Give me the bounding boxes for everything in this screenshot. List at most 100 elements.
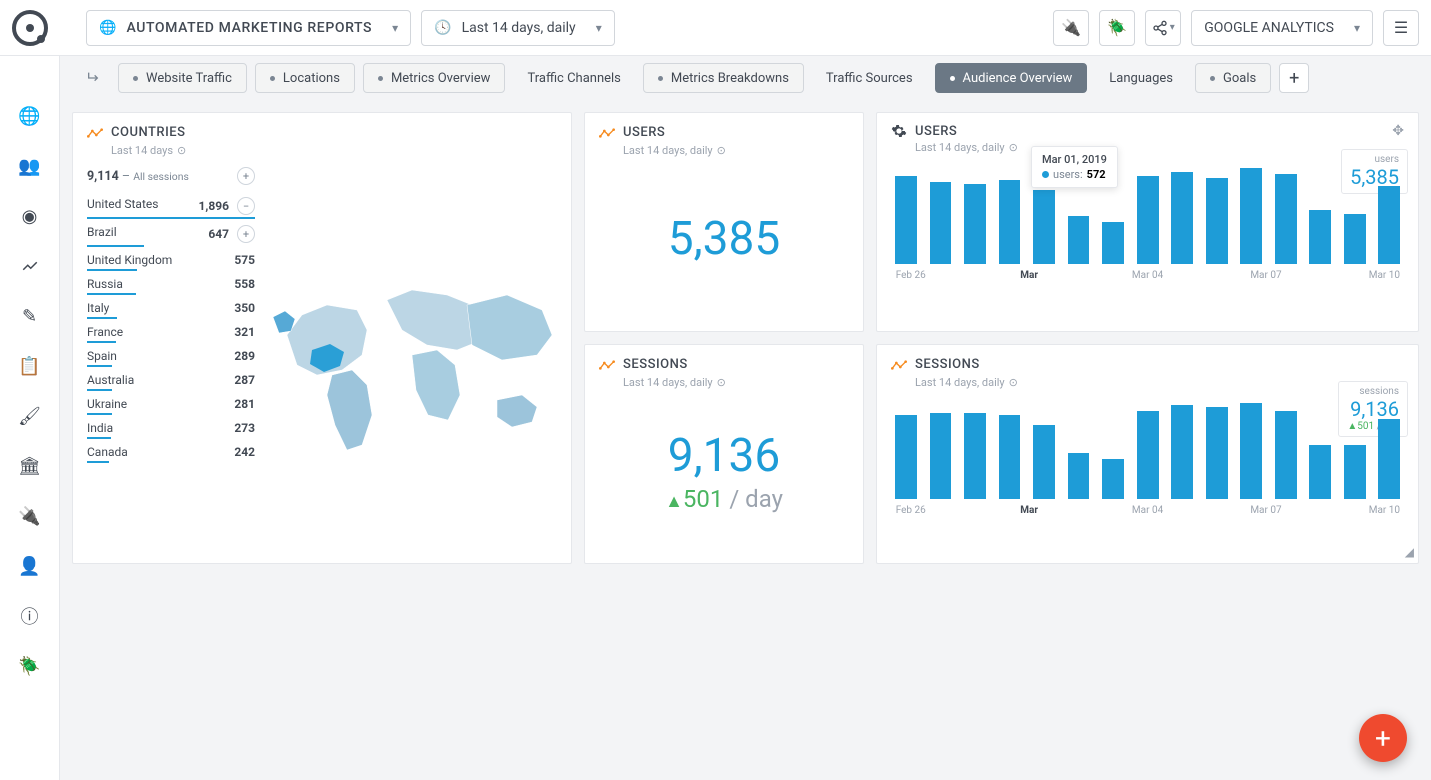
sidebar-bug-icon[interactable]: 🪲 <box>18 654 42 678</box>
bar[interactable] <box>1068 216 1090 264</box>
bar[interactable] <box>964 413 986 499</box>
bar[interactable] <box>1378 186 1400 264</box>
plug-button[interactable]: 🔌 <box>1053 10 1089 46</box>
country-row[interactable]: Canada242 <box>87 439 255 463</box>
sidebar-user-icon[interactable]: 👤 <box>18 554 42 578</box>
tab-languages[interactable]: Languages <box>1095 63 1187 93</box>
globe-icon: 🌐 <box>99 20 116 36</box>
users-big-title: USERS <box>623 125 665 140</box>
top-bar: 🌐 AUTOMATED MARKETING REPORTS ▾ 🕓 Last 1… <box>0 0 1431 56</box>
bar[interactable] <box>1309 445 1331 499</box>
sidebar-clipboard-icon[interactable]: 📋 <box>18 354 42 378</box>
country-row[interactable]: Italy350 <box>87 295 255 319</box>
sidebar-plug-icon[interactable]: 🔌 <box>18 504 42 528</box>
sidebar-users-icon[interactable]: 👥 <box>18 154 42 178</box>
report-selector[interactable]: 🌐 AUTOMATED MARKETING REPORTS ▾ <box>86 10 411 46</box>
resize-handle[interactable]: ◢ <box>1405 545 1414 559</box>
bar[interactable] <box>999 180 1021 264</box>
bar[interactable] <box>1206 407 1228 499</box>
bar[interactable] <box>1240 168 1262 264</box>
tab-traffic-sources[interactable]: Traffic Sources <box>812 63 927 93</box>
sidebar-bank-icon[interactable]: 🏛 <box>18 454 42 478</box>
tab-metrics-breakdowns[interactable]: Metrics Breakdowns <box>643 63 804 93</box>
country-row[interactable]: United Kingdom575 <box>87 247 255 271</box>
sidebar-pencil-icon[interactable]: ✎ <box>18 304 42 328</box>
add-button[interactable]: + <box>237 225 255 243</box>
countries-card: COUNTRIES Last 14 days⊙ 9,114 – All sess… <box>72 112 572 564</box>
sidebar-orbit-icon[interactable]: ◉ <box>18 204 42 228</box>
card-chart-icon <box>599 355 615 374</box>
country-row[interactable]: Spain289 <box>87 343 255 367</box>
bar[interactable] <box>1102 222 1124 264</box>
world-map[interactable] <box>267 167 557 553</box>
users-chart-card: USERS ✥ Last 14 days, daily⊙ users 5,385… <box>876 112 1419 332</box>
chevron-down-icon: ▾ <box>392 21 398 35</box>
sidebar: 🌐 👥 ◉ ✎ 📋 🖌 🏛 🔌 👤 ⓘ 🪲 <box>0 56 60 780</box>
sessions-big-value: 9,136 <box>668 429 780 483</box>
bar[interactable] <box>930 182 952 264</box>
remove-button[interactable]: − <box>237 197 255 215</box>
move-icon[interactable]: ✥ <box>1392 123 1404 139</box>
card-chart-icon <box>891 355 907 374</box>
bar[interactable] <box>895 415 917 499</box>
country-list: 9,114 – All sessions + United States1,89… <box>87 167 255 553</box>
datasource-label: GOOGLE ANALYTICS <box>1204 20 1334 36</box>
subflow-icon <box>82 66 106 90</box>
bar[interactable] <box>1068 453 1090 499</box>
bar[interactable] <box>1240 403 1262 499</box>
add-tab-button[interactable]: + <box>1279 63 1309 93</box>
bar[interactable] <box>999 415 1021 499</box>
bar[interactable] <box>1344 214 1366 264</box>
bar[interactable] <box>1102 459 1124 499</box>
menu-button[interactable]: ☰ <box>1383 10 1419 46</box>
tab-metrics-overview[interactable]: Metrics Overview <box>363 63 506 93</box>
app-logo[interactable] <box>12 10 48 46</box>
chevron-down-icon: ▾ <box>596 21 602 35</box>
country-row[interactable]: Brazil647+ <box>87 219 255 247</box>
bar[interactable] <box>1344 445 1366 499</box>
bar[interactable] <box>1275 411 1297 499</box>
country-row[interactable]: Russia558 <box>87 271 255 295</box>
tab-audience-overview[interactable]: Audience Overview <box>935 63 1088 93</box>
gear-icon[interactable] <box>891 123 907 139</box>
sessions-big-title: SESSIONS <box>623 357 688 372</box>
bug-button[interactable]: 🪲 <box>1099 10 1135 46</box>
bar[interactable] <box>1033 190 1055 264</box>
sidebar-brush-icon[interactable]: 🖌 <box>18 404 42 428</box>
bar[interactable] <box>1137 411 1159 499</box>
bar[interactable] <box>1171 405 1193 499</box>
bar[interactable] <box>1137 176 1159 264</box>
tab-locations[interactable]: Locations <box>255 63 355 93</box>
date-range-selector[interactable]: 🕓 Last 14 days, daily ▾ <box>421 10 615 46</box>
country-row[interactable]: Australia287 <box>87 367 255 391</box>
sidebar-globe-icon[interactable]: 🌐 <box>18 104 42 128</box>
report-name: AUTOMATED MARKETING REPORTS <box>126 20 372 36</box>
share-button[interactable]: ▾ <box>1145 10 1181 46</box>
bar[interactable] <box>895 176 917 264</box>
tabs-row: Website Traffic Locations Metrics Overview… <box>0 56 1431 100</box>
country-row[interactable]: Ukraine281 <box>87 391 255 415</box>
bar[interactable] <box>1171 172 1193 264</box>
add-widget-fab[interactable]: + <box>1359 714 1407 762</box>
bar[interactable] <box>1206 178 1228 264</box>
tab-website-traffic[interactable]: Website Traffic <box>118 63 247 93</box>
country-row[interactable]: India273 <box>87 415 255 439</box>
tab-traffic-channels[interactable]: Traffic Channels <box>513 63 634 93</box>
country-row[interactable]: France321 <box>87 319 255 343</box>
bar[interactable] <box>930 413 952 499</box>
clock-icon: 🕓 <box>434 20 451 36</box>
bar[interactable] <box>1378 419 1400 499</box>
datasource-selector[interactable]: GOOGLE ANALYTICS ▾ <box>1191 10 1373 46</box>
add-segment-button[interactable]: + <box>237 167 255 185</box>
country-row[interactable]: United States1,896− <box>87 191 255 219</box>
sidebar-chart-icon[interactable] <box>18 254 42 278</box>
date-range-label: Last 14 days, daily <box>462 20 576 36</box>
tab-goals[interactable]: Goals <box>1195 63 1271 93</box>
bar[interactable] <box>1033 425 1055 499</box>
sidebar-info-icon[interactable]: ⓘ <box>18 604 42 628</box>
bar[interactable] <box>964 184 986 264</box>
content-area: COUNTRIES Last 14 days⊙ 9,114 – All sess… <box>60 100 1431 780</box>
countries-sub: Last 14 days⊙ <box>111 144 557 157</box>
bar[interactable] <box>1275 174 1297 264</box>
bar[interactable] <box>1309 210 1331 264</box>
